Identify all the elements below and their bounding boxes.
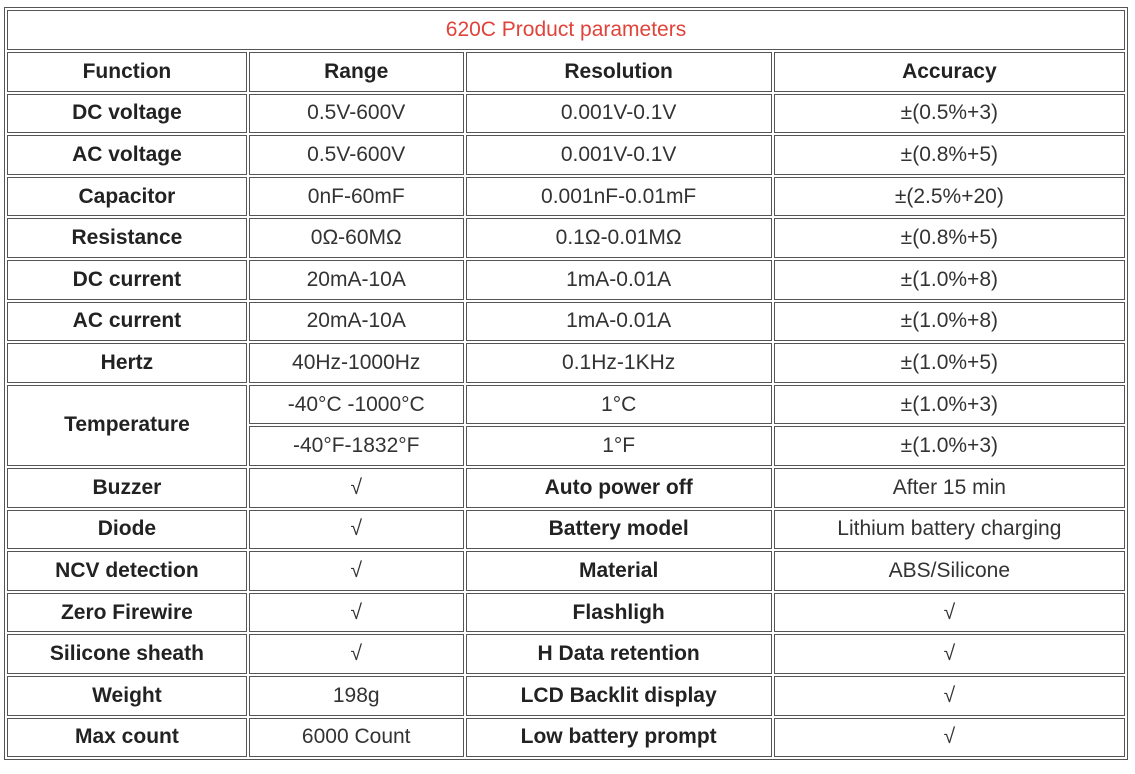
check-mark: √ [773, 592, 1125, 633]
resolution-cell: 1mA-0.01A [465, 259, 772, 300]
product-parameters-table: 620C Product parameters Function Range R… [4, 7, 1128, 761]
check-mark: √ [773, 634, 1125, 674]
feature-row: Weight 198g LCD Backlit display √ [7, 675, 1125, 716]
feature-name-cell: H Data retention [465, 634, 772, 674]
range-cell: -40°C -1000°C [248, 384, 464, 425]
table-row: Hertz 40Hz-1000Hz 0.1Hz-1KHz ±(1.0%+5) [7, 343, 1125, 383]
feature-row: Diode √ Battery model Lithium battery ch… [7, 509, 1125, 550]
table-row: DC voltage 0.5V-600V 0.001V-0.1V ±(0.5%+… [7, 93, 1125, 134]
range-cell: 20mA-10A [248, 259, 464, 300]
table-row: Temperature -40°C -1000°C 1°C ±(1.0%+3) [7, 384, 1125, 466]
accuracy-cell: ±(1.0%+3) [773, 384, 1125, 425]
feature-name-cell: Material [465, 551, 772, 591]
feature-name-cell: Silicone sheath [7, 634, 247, 674]
range-cell: 0Ω-60MΩ [248, 218, 464, 258]
feature-value-cell: Lithium battery charging [773, 509, 1125, 550]
resolution-cell: 0.001V-0.1V [465, 135, 772, 175]
header-resolution: Resolution [465, 52, 772, 92]
feature-value-cell: ABS/Silicone [773, 551, 1125, 591]
function-cell: AC current [7, 301, 247, 342]
feature-name-cell: Auto power off [465, 467, 772, 508]
feature-row: Zero Firewire √ Flashligh √ [7, 592, 1125, 633]
accuracy-cell: ±(0.5%+3) [773, 93, 1125, 134]
table-row: DC current 20mA-10A 1mA-0.01A ±(1.0%+8) [7, 259, 1125, 300]
feature-row: Silicone sheath √ H Data retention √ [7, 634, 1125, 674]
check-mark: √ [248, 551, 464, 591]
range-cell: 0.5V-600V [248, 93, 464, 134]
feature-name-cell: Battery model [465, 509, 772, 550]
feature-name-cell: Flashligh [465, 592, 772, 633]
feature-row: Max count 6000 Count Low battery prompt … [7, 717, 1125, 758]
table-row: Capacitor 0nF-60mF 0.001nF-0.01mF ±(2.5%… [7, 176, 1125, 217]
check-mark: √ [773, 717, 1125, 758]
accuracy-cell: ±(0.8%+5) [773, 218, 1125, 258]
feature-name-cell: NCV detection [7, 551, 247, 591]
header-accuracy: Accuracy [773, 52, 1125, 92]
function-cell: DC current [7, 259, 247, 300]
feature-name-cell: Buzzer [7, 467, 247, 508]
range-cell: 0nF-60mF [248, 176, 464, 217]
feature-value-cell: 6000 Count [248, 717, 464, 758]
resolution-cell: 0.1Ω-0.01MΩ [465, 218, 772, 258]
feature-name-cell: Diode [7, 509, 247, 550]
feature-value-cell: After 15 min [773, 467, 1125, 508]
feature-name-cell: Max count [7, 717, 247, 758]
table-row: AC current 20mA-10A 1mA-0.01A ±(1.0%+8) [7, 301, 1125, 342]
resolution-cell: 0.001nF-0.01mF [465, 176, 772, 217]
accuracy-cell: ±(1.0%+3) [773, 426, 1125, 466]
function-cell: DC voltage [7, 93, 247, 134]
resolution-cell: 0.001V-0.1V [465, 93, 772, 134]
accuracy-cell: ±(0.8%+5) [773, 135, 1125, 175]
range-cell: 40Hz-1000Hz [248, 343, 464, 383]
table-row: Resistance 0Ω-60MΩ 0.1Ω-0.01MΩ ±(0.8%+5) [7, 218, 1125, 258]
feature-name-cell: Zero Firewire [7, 592, 247, 633]
accuracy-cell: ±(1.0%+5) [773, 343, 1125, 383]
check-mark: √ [248, 467, 464, 508]
feature-value-cell: 198g [248, 675, 464, 716]
accuracy-cell: ±(1.0%+8) [773, 259, 1125, 300]
resolution-cell: 1°C [465, 384, 772, 425]
range-cell: -40°F-1832°F [248, 426, 464, 466]
function-cell: Hertz [7, 343, 247, 383]
range-cell: 0.5V-600V [248, 135, 464, 175]
feature-row: NCV detection √ Material ABS/Silicone [7, 551, 1125, 591]
resolution-cell: 1mA-0.01A [465, 301, 772, 342]
spec-table-wrapper: 620C Product parameters Function Range R… [4, 7, 1128, 761]
feature-name-cell: Low battery prompt [465, 717, 772, 758]
accuracy-cell: ±(2.5%+20) [773, 176, 1125, 217]
table-title: 620C Product parameters [7, 10, 1125, 50]
check-mark: √ [773, 675, 1125, 716]
function-cell-temperature: Temperature [7, 384, 247, 466]
function-cell: AC voltage [7, 135, 247, 175]
table-row: AC voltage 0.5V-600V 0.001V-0.1V ±(0.8%+… [7, 135, 1125, 175]
feature-row: Buzzer √ Auto power off After 15 min [7, 467, 1125, 508]
function-cell: Resistance [7, 218, 247, 258]
check-mark: √ [248, 592, 464, 633]
resolution-cell: 0.1Hz-1KHz [465, 343, 772, 383]
accuracy-cell: ±(1.0%+8) [773, 301, 1125, 342]
check-mark: √ [248, 509, 464, 550]
header-row: Function Range Resolution Accuracy [7, 52, 1125, 92]
header-range: Range [248, 52, 464, 92]
range-cell: 20mA-10A [248, 301, 464, 342]
header-function: Function [7, 52, 247, 92]
feature-name-cell: Weight [7, 675, 247, 716]
feature-name-cell: LCD Backlit display [465, 675, 772, 716]
check-mark: √ [248, 634, 464, 674]
function-cell: Capacitor [7, 176, 247, 217]
table-row: -40°F-1832°F 1°F ±(1.0%+3) [7, 426, 1125, 466]
resolution-cell: 1°F [465, 426, 772, 466]
